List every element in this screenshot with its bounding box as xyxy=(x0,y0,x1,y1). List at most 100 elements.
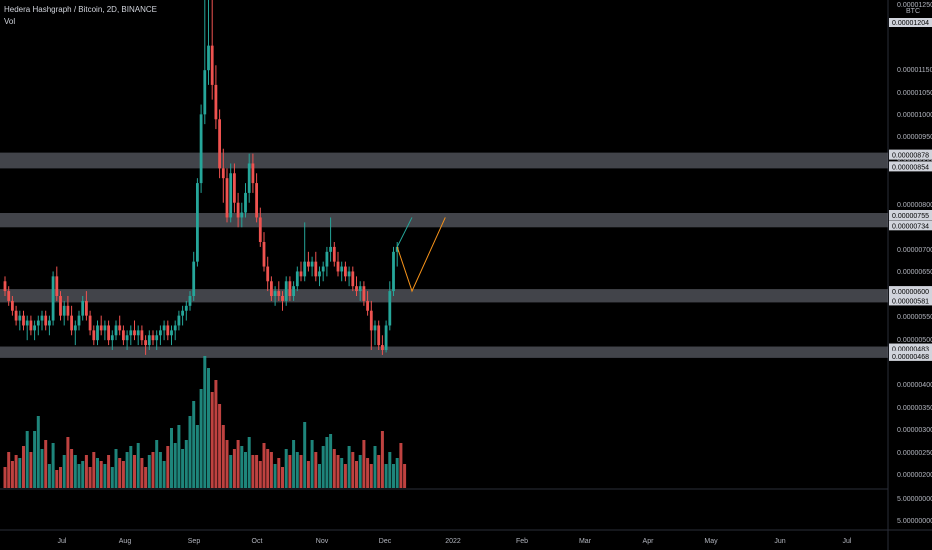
candle-body xyxy=(173,325,177,331)
price-badge-text: 0.00000468 xyxy=(892,354,929,361)
candle-body xyxy=(62,305,66,316)
candle-body xyxy=(140,330,144,341)
candle-body xyxy=(273,291,277,296)
volume-bar xyxy=(229,455,233,488)
volume-bar xyxy=(362,440,366,488)
volume-bar xyxy=(255,455,259,488)
candle-body xyxy=(122,330,125,341)
candle-body xyxy=(7,291,11,301)
x-tick-label: Aug xyxy=(119,538,132,545)
volume-bar xyxy=(295,452,299,488)
volume-bar xyxy=(88,467,92,488)
volume-bar xyxy=(7,452,11,488)
candle-body xyxy=(118,325,122,331)
candle-body xyxy=(299,271,303,277)
candle-body xyxy=(92,330,96,341)
volume-bar xyxy=(258,461,262,488)
candle-body xyxy=(344,266,347,277)
volume-bar xyxy=(366,458,370,488)
volume-bar xyxy=(33,431,37,488)
volume-tick-label: 5.00000000 xyxy=(897,496,932,503)
candle-body xyxy=(244,192,247,213)
volume-bar xyxy=(336,455,340,488)
candle-body xyxy=(332,246,336,262)
price-badge-text: 0.00000854 xyxy=(892,164,929,171)
volume-bar xyxy=(73,455,77,488)
candle-body xyxy=(221,168,225,179)
candle-body xyxy=(225,178,229,218)
candle-body xyxy=(218,119,221,169)
volume-bar xyxy=(281,467,284,488)
candle-body xyxy=(170,330,173,336)
volume-bar xyxy=(181,449,185,488)
candle-body xyxy=(177,315,181,326)
volume-bar xyxy=(184,440,188,488)
volume-bar xyxy=(151,452,155,488)
volume-bar xyxy=(158,452,162,488)
volume-bar xyxy=(325,437,329,488)
volume-bar xyxy=(55,470,59,488)
volume-bar xyxy=(96,458,99,488)
candle-body xyxy=(85,300,88,316)
volume-bar xyxy=(377,455,381,488)
price-badge-text: 0.00000483 xyxy=(892,347,929,354)
y-tick-label: 0.00000700 xyxy=(897,247,932,254)
volume-tick-label: 5.00000000 xyxy=(897,518,932,525)
candle-body xyxy=(133,330,136,336)
candle-body xyxy=(181,310,184,316)
candle-body xyxy=(288,281,292,296)
candle-body xyxy=(73,325,77,331)
x-tick-label: Dec xyxy=(379,538,392,545)
volume-bar xyxy=(107,455,111,488)
x-tick-label: Jul xyxy=(843,538,852,545)
volume-bar xyxy=(47,464,51,488)
price-badge-text: 0.00000581 xyxy=(892,298,929,305)
candle-body xyxy=(358,286,362,292)
volume-bar xyxy=(84,455,88,488)
candle-body xyxy=(295,271,299,287)
volume-bar xyxy=(99,461,103,488)
candle-body xyxy=(255,183,258,218)
x-tick-label: Mar xyxy=(579,538,592,545)
candle-body xyxy=(29,320,33,331)
x-tick-label: Jun xyxy=(774,538,785,545)
candle-body xyxy=(340,266,344,272)
price-badge xyxy=(889,286,932,297)
last-price-badge xyxy=(889,18,932,27)
y-tick-label: 0.00001000 xyxy=(897,112,932,119)
candle-body xyxy=(366,300,369,311)
candle-body xyxy=(292,286,295,296)
volume-bar xyxy=(114,449,118,488)
y-tick-label: 0.00001150 xyxy=(897,67,932,74)
volume-bar xyxy=(129,446,133,488)
candle-body xyxy=(369,310,373,331)
volume-bar xyxy=(269,452,273,488)
volume-bar xyxy=(332,449,336,488)
volume-bar xyxy=(44,440,48,488)
candle-body xyxy=(159,330,162,336)
volume-bar xyxy=(166,446,170,488)
volume-bar xyxy=(232,449,236,488)
volume-bar xyxy=(403,464,407,488)
volume-bar xyxy=(125,452,129,488)
volume-bar xyxy=(380,431,384,488)
volume-bar xyxy=(329,434,333,488)
candle-body xyxy=(40,315,44,321)
candle-body xyxy=(125,335,129,341)
y-tick-label: 0.00000950 xyxy=(897,134,932,141)
volume-bar xyxy=(10,461,14,488)
candle-body xyxy=(229,173,233,218)
volume-bar xyxy=(81,461,85,488)
volume-bar xyxy=(392,464,395,488)
candle-body xyxy=(236,202,240,218)
volume-bar xyxy=(188,416,192,488)
volume-bar xyxy=(347,446,351,488)
zone-3 xyxy=(0,346,888,358)
volume-bar xyxy=(192,401,196,488)
volume-bar xyxy=(147,455,151,488)
volume-bar xyxy=(3,467,7,488)
y-tick-label: 0.00000650 xyxy=(897,269,932,276)
volume-bar xyxy=(240,446,244,488)
candle-body xyxy=(388,291,392,326)
